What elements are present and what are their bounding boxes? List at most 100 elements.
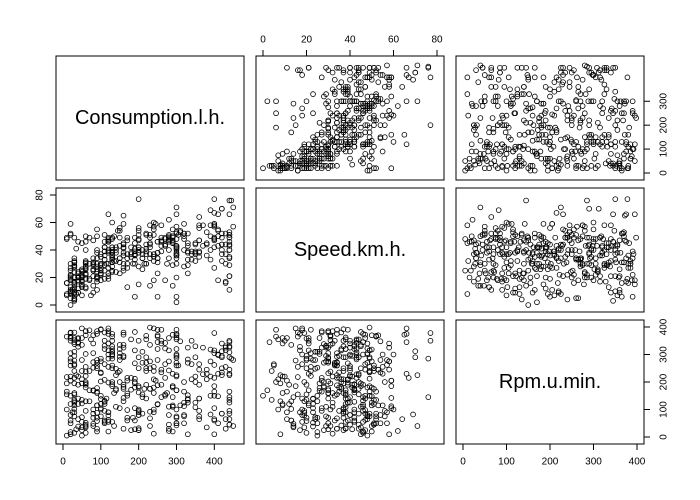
data-point-r2-c0 [98,413,104,420]
data-point-r1-c0 [169,240,176,246]
tick-label-left-speed: 80 [35,189,46,201]
data-point-r0-c1 [318,141,325,148]
data-point-r1-c2 [499,244,505,251]
data-point-r1-c2 [511,238,518,245]
data-point-r0-c2 [494,103,501,109]
data-point-r2-c0 [166,428,172,434]
data-point-r2-c1 [321,384,327,391]
data-point-r2-c0 [75,416,81,422]
data-point-r2-c1 [316,335,323,341]
data-point-r2-c1 [414,372,421,378]
data-point-r2-c1 [364,432,371,439]
data-point-r2-c1 [297,343,303,350]
data-point-r1-c0 [211,223,218,230]
data-point-r0-c2 [605,131,612,138]
data-point-r0-c2 [499,122,505,128]
data-point-r2-c0 [109,365,115,372]
data-point-r0-c1 [336,64,342,71]
data-point-r1-c0 [154,270,161,277]
data-point-r1-c0 [230,223,237,230]
data-point-r1-c0 [67,221,74,227]
data-point-r2-c1 [366,392,373,399]
data-point-r0-c1 [334,110,340,117]
data-point-r1-c0 [98,251,104,257]
data-point-r1-c2 [623,238,629,245]
data-point-r0-c2 [489,115,496,121]
data-point-r0-c2 [614,117,621,124]
data-point-r0-c2 [497,151,503,157]
data-point-r0-c1 [342,148,349,155]
data-point-r1-c0 [203,240,210,246]
data-point-r0-c1 [325,141,332,148]
data-point-r1-c2 [536,241,542,248]
data-point-r2-c0 [94,390,100,396]
tick-label-left-speed: 40 [35,244,46,256]
data-point-r1-c0 [219,247,225,253]
data-point-r1-c0 [82,263,89,270]
data-point-r0-c1 [273,124,279,131]
data-point-r2-c0 [109,346,115,352]
data-point-r2-c0 [120,329,127,336]
data-point-r2-c0 [98,406,104,413]
data-point-r2-c0 [75,401,81,407]
data-point-r1-c2 [503,292,510,299]
data-point-r1-c2 [548,260,554,267]
data-point-r1-c2 [477,204,484,211]
data-point-r0-c2 [508,103,514,109]
data-point-r2-c1 [427,337,434,344]
data-point-r2-c1 [355,386,362,392]
data-point-r1-c0 [101,262,108,268]
tick-label-left-speed: 60 [35,217,46,229]
data-point-r1-c0 [71,262,78,268]
data-point-r2-c1 [377,420,384,427]
data-point-r1-c0 [139,247,146,253]
data-point-r2-c1 [303,430,310,436]
data-point-r0-c1 [360,155,366,162]
data-point-r1-c2 [598,233,605,240]
data-point-r0-c2 [479,64,486,71]
data-point-r2-c0 [98,396,104,402]
data-point-r1-c2 [507,249,513,256]
data-point-r2-c0 [211,375,218,381]
data-point-r1-c2 [537,266,544,273]
data-point-r2-c0 [154,333,161,340]
data-point-r0-c2 [488,84,495,90]
data-point-r2-c1 [381,379,388,385]
data-point-r1-c2 [473,255,479,262]
data-point-r1-c2 [488,287,495,293]
data-point-r2-c1 [340,365,347,372]
data-point-r0-c1 [290,115,297,121]
data-point-r0-c2 [530,122,537,128]
data-point-r0-c2 [608,160,614,167]
data-point-r0-c1 [364,93,371,100]
data-point-r1-c2 [612,196,619,202]
data-point-r0-c1 [310,146,316,152]
data-point-r1-c2 [508,262,514,268]
data-point-r0-c2 [625,163,632,169]
data-point-r1-c0 [226,243,233,249]
data-point-r0-c2 [501,155,508,162]
data-point-r0-c2 [464,91,471,97]
data-point-r1-c0 [109,269,115,275]
data-point-r1-c0 [226,211,233,218]
data-point-r0-c2 [592,134,599,140]
data-point-r2-c1 [342,346,349,352]
data-point-r0-c2 [612,165,619,172]
data-point-r1-c2 [514,247,521,253]
data-point-r2-c0 [139,359,146,366]
data-point-r2-c0 [132,329,138,335]
data-point-r0-c2 [551,79,558,85]
data-point-r1-c0 [196,225,202,231]
data-point-r1-c2 [510,289,516,296]
data-point-r2-c0 [200,344,206,351]
data-point-r1-c0 [109,247,115,253]
data-point-r1-c0 [109,263,115,270]
data-point-r0-c2 [590,141,597,148]
data-point-r0-c1 [318,131,325,138]
data-point-r2-c0 [147,365,153,372]
data-point-r0-c1 [373,69,379,76]
data-point-r1-c2 [505,251,512,257]
data-point-r0-c2 [551,88,558,95]
data-point-r0-c2 [618,139,625,145]
data-point-r1-c2 [521,270,527,277]
